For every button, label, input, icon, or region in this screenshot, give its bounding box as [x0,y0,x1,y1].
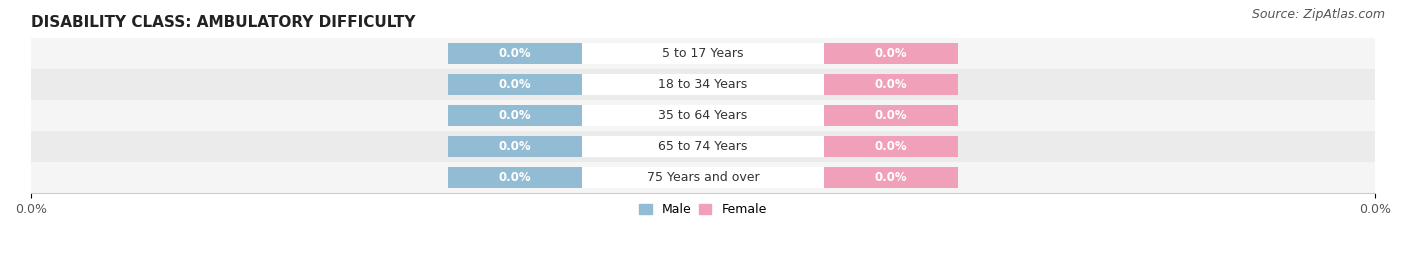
Bar [824,74,959,95]
Text: 5 to 17 Years: 5 to 17 Years [662,47,744,60]
Legend: Male, Female: Male, Female [634,198,772,221]
Text: 0.0%: 0.0% [499,47,531,60]
Bar [582,74,824,95]
Text: 0.0%: 0.0% [499,109,531,122]
Bar [447,43,582,64]
Bar [824,43,959,64]
Text: 0.0%: 0.0% [499,78,531,91]
Text: 65 to 74 Years: 65 to 74 Years [658,140,748,153]
Bar [824,105,959,126]
Text: 0.0%: 0.0% [875,109,907,122]
Text: 75 Years and over: 75 Years and over [647,171,759,184]
Text: 18 to 34 Years: 18 to 34 Years [658,78,748,91]
Bar [447,74,582,95]
Bar [31,38,1375,69]
Bar [31,100,1375,131]
Text: DISABILITY CLASS: AMBULATORY DIFFICULTY: DISABILITY CLASS: AMBULATORY DIFFICULTY [31,15,416,30]
Text: 35 to 64 Years: 35 to 64 Years [658,109,748,122]
Bar [582,136,824,157]
Bar [824,136,959,157]
Bar [447,136,582,157]
Bar [31,131,1375,162]
Text: 0.0%: 0.0% [499,140,531,153]
Bar [824,167,959,188]
Text: 0.0%: 0.0% [499,171,531,184]
Bar [31,69,1375,100]
Bar [31,162,1375,193]
Bar [582,105,824,126]
Bar [582,167,824,188]
Text: Source: ZipAtlas.com: Source: ZipAtlas.com [1251,8,1385,21]
Text: 0.0%: 0.0% [875,78,907,91]
Bar [447,105,582,126]
Text: 0.0%: 0.0% [875,47,907,60]
Text: 0.0%: 0.0% [875,140,907,153]
Bar [447,167,582,188]
Bar [582,43,824,64]
Text: 0.0%: 0.0% [875,171,907,184]
